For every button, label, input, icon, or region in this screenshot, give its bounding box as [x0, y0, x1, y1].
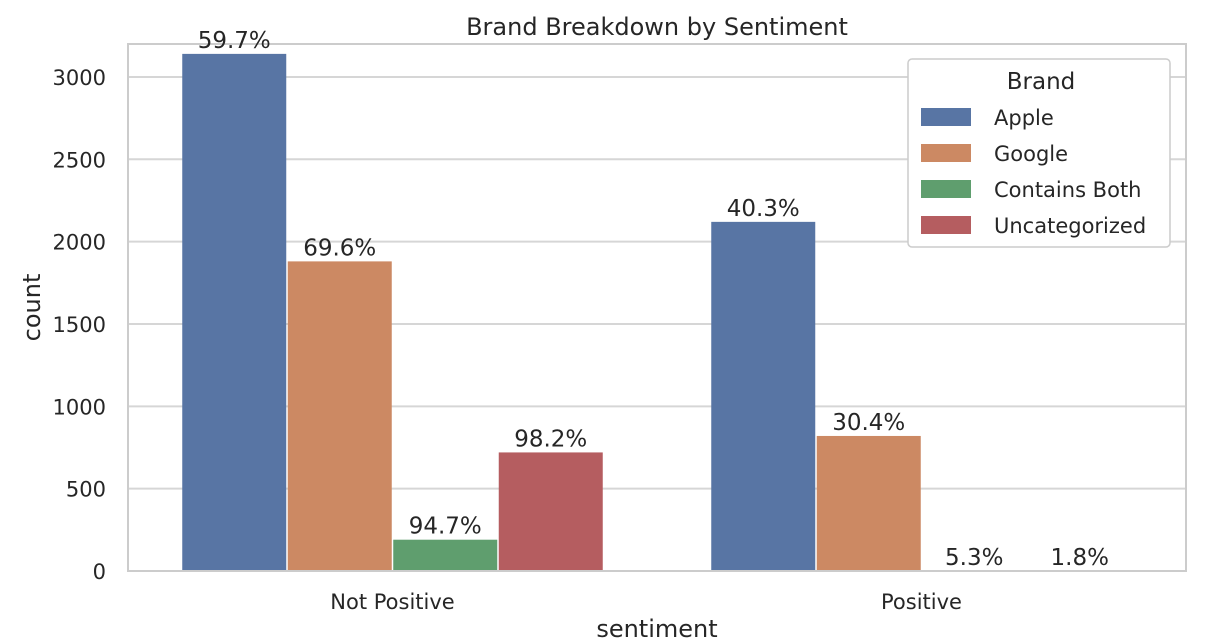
y-tick-label: 3000 [53, 66, 106, 90]
x-tick-label: Positive [881, 590, 962, 614]
data-label: 59.7% [198, 28, 271, 54]
bar-apple [182, 53, 287, 572]
data-label: 69.6% [303, 235, 376, 261]
legend-title: Brand [1007, 69, 1076, 95]
bar-apple [711, 221, 816, 572]
legend: Brand Apple Google Contains Both Uncategori… [907, 58, 1171, 248]
data-label: 5.3% [945, 545, 1003, 571]
plot-frame [127, 43, 1187, 572]
y-tick-label: 0 [93, 560, 106, 584]
data-label: 94.7% [409, 514, 482, 540]
chart-title: Brand Breakdown by Sentiment [466, 13, 848, 41]
bar-uncategorized [498, 452, 603, 571]
legend-box [907, 58, 1171, 248]
data-labels: 59.7% 69.6% 94.7% 98.2% 40.3% 30.4% 5.3% 1.8% [198, 28, 1109, 571]
bars [182, 53, 921, 572]
y-tick-label: 1000 [53, 395, 106, 419]
legend-swatch [921, 216, 971, 234]
legend-swatch [921, 108, 971, 126]
legend-label: Uncategorized [994, 214, 1146, 238]
y-tick-label: 1500 [53, 313, 106, 337]
data-label: 30.4% [832, 410, 905, 436]
legend-swatch [921, 144, 971, 162]
data-label: 40.3% [727, 196, 800, 222]
bar-google [816, 435, 921, 571]
legend-label: Apple [994, 106, 1054, 130]
legend-items: Apple Google Contains Both Uncategorized [921, 106, 1146, 238]
y-axis-ticks: 0 500 1000 1500 2000 2500 3000 [53, 66, 106, 584]
legend-swatch [921, 180, 971, 198]
legend-label: Google [994, 142, 1068, 166]
y-tick-label: 2500 [53, 148, 106, 172]
data-label: 1.8% [1051, 545, 1109, 571]
x-axis-ticks: Not Positive Positive [330, 590, 962, 614]
x-tick-label: Not Positive [330, 590, 454, 614]
legend-label: Contains Both [994, 178, 1141, 202]
data-label: 98.2% [514, 426, 587, 452]
y-axis-label: count [18, 274, 46, 342]
y-tick-label: 2000 [53, 231, 106, 255]
bar-google [287, 261, 392, 571]
x-axis-label: sentiment [596, 615, 717, 643]
y-tick-label: 500 [66, 478, 106, 502]
bar-contains-both [393, 539, 498, 571]
